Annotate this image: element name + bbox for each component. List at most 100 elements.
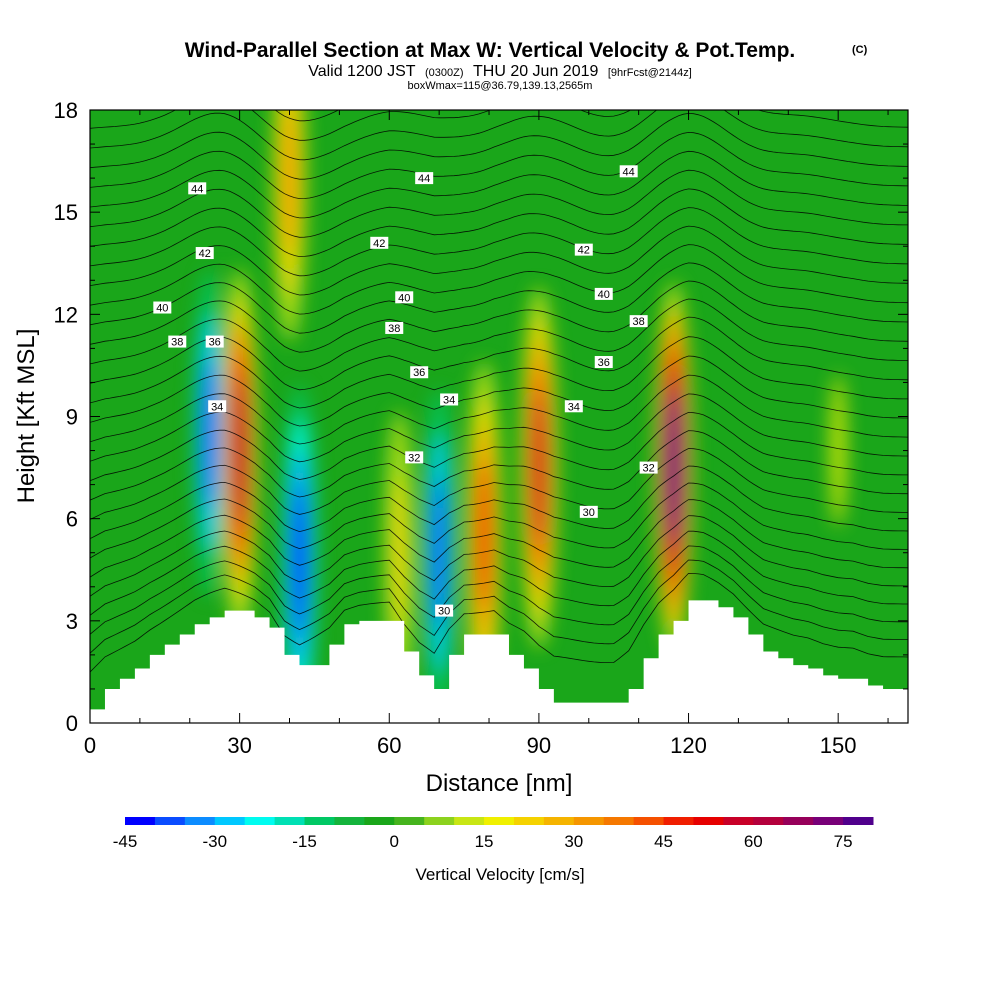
isentrope-line: [90, 545, 908, 635]
contour-label-bg: [639, 461, 658, 474]
contour-label-bg: [168, 335, 187, 348]
y-tick-label: 6: [66, 507, 78, 532]
colorbar-tick-label: 0: [390, 832, 399, 851]
contour-label: 36: [410, 366, 429, 379]
isentrope-line: [90, 112, 908, 180]
velocity-feature: [665, 391, 682, 545]
contour-label: 40: [594, 287, 613, 301]
isentrope-line: [90, 110, 908, 161]
y-axis-label: Height [Kft MSL]: [13, 329, 40, 504]
velocity-feature: [431, 476, 447, 630]
contour-label-bg: [564, 400, 583, 413]
colorbar-segment: [843, 817, 874, 825]
colorbar-segment: [543, 817, 575, 825]
contour-label-text: 36: [598, 357, 610, 369]
contour-label: 30: [435, 604, 454, 618]
isentrope-line: [90, 150, 908, 219]
colorbar-title: Vertical Velocity [cm/s]: [415, 865, 584, 884]
x-axis-label: Distance [nm]: [426, 770, 573, 797]
x-tick-label: 120: [670, 733, 707, 758]
colorbar: [125, 817, 874, 825]
x-tick-label: 90: [527, 733, 551, 758]
velocity-feature: [830, 374, 846, 527]
contour-label: 38: [385, 321, 404, 335]
colorbar-segment: [603, 817, 635, 825]
colorbar-segment: [334, 817, 365, 825]
y-tick-label: 3: [66, 609, 78, 634]
contour-label-text: 34: [211, 401, 223, 413]
box-info-text: boxWmax=115@36.79,139.13,2565m: [408, 80, 593, 92]
contour-label-bg: [195, 247, 214, 260]
contour-label-bg: [208, 400, 227, 413]
contour-label-bg: [205, 335, 224, 348]
colorbar-segment: [484, 817, 515, 825]
isentrope-line: [90, 515, 908, 597]
contour-label-text: 40: [398, 292, 410, 304]
velocity-feature: [291, 483, 308, 636]
isentrope-line: [90, 448, 908, 520]
colorbar-segment: [304, 817, 335, 825]
colorbar-tick-label: 75: [834, 832, 853, 851]
contour-label: 34: [564, 400, 583, 413]
contour-label: 42: [574, 243, 593, 257]
colorbar-segment: [813, 817, 844, 825]
contour-label-text: 38: [388, 323, 400, 335]
contour-label-bg: [579, 505, 598, 518]
contour-label: 36: [205, 335, 224, 349]
isentrope-line: [90, 207, 908, 277]
potential-temperature-contours: [90, 110, 908, 673]
x-tick-label: 150: [820, 733, 857, 758]
isentrope-line: [90, 393, 908, 463]
contour-label: 36: [594, 356, 613, 369]
isentrope-line: [90, 225, 908, 296]
isentrope-line: [90, 530, 908, 616]
chart-title: Wind-Parallel Section at Max W: Vertical…: [185, 39, 796, 62]
colorbar-segment: [454, 817, 485, 825]
contour-label: 42: [370, 236, 389, 250]
isentrope-line: [90, 482, 908, 559]
contour-label-bg: [440, 393, 459, 406]
contour-label: 38: [629, 315, 648, 328]
contour-label-text: 38: [171, 337, 183, 349]
isentrope-line: [90, 280, 908, 353]
chart-subtitle: Valid 1200 JST (0300Z) THU 20 Jun 2019 […: [308, 63, 692, 80]
contour-label-bg: [435, 604, 454, 617]
contour-label-bg: [594, 356, 613, 369]
contour-label-text: 34: [443, 394, 455, 406]
contour-label-bg: [629, 315, 648, 328]
isentrope-line: [90, 465, 908, 540]
contour-label-bg: [410, 366, 429, 379]
contour-label-text: 44: [191, 183, 203, 195]
contour-label: 34: [440, 393, 459, 406]
contour-label-text: 44: [623, 166, 635, 178]
colorbar-segment: [573, 817, 605, 825]
velocity-feature: [281, 110, 298, 255]
colorbar-tick-label: 60: [744, 832, 763, 851]
isentrope-line: [90, 262, 908, 334]
isentrope-line: [90, 169, 908, 238]
colorbar-segment: [125, 817, 156, 825]
contour-labels: 44 44 44 42 42 42 40 40 40 38 38 38 36 36 36 34 34 34 32 32…: [153, 165, 658, 618]
contour-label-bg: [385, 321, 404, 334]
colorbar-segment: [663, 817, 694, 825]
contour-label: 44: [619, 165, 638, 178]
contour-label-bg: [619, 165, 638, 178]
contour-label: 42: [195, 247, 214, 260]
colorbar-segment: [633, 817, 665, 825]
isentrope-line: [90, 355, 908, 427]
colorbar-tick-label: 15: [475, 832, 494, 851]
colorbar-segment: [693, 817, 724, 825]
y-tick-label: 9: [66, 405, 78, 430]
colorbar-segment: [513, 817, 545, 825]
colorbar-segment: [244, 817, 276, 825]
colorbar-segment: [154, 817, 186, 825]
y-tick-label: 15: [54, 200, 78, 225]
terrain-mask: [90, 600, 908, 723]
velocity-feature: [202, 357, 218, 510]
colorbar-segment: [364, 817, 395, 825]
contour-label-bg: [594, 287, 613, 300]
x-tick-label: 30: [227, 733, 251, 758]
colorbar-segment: [723, 817, 754, 825]
